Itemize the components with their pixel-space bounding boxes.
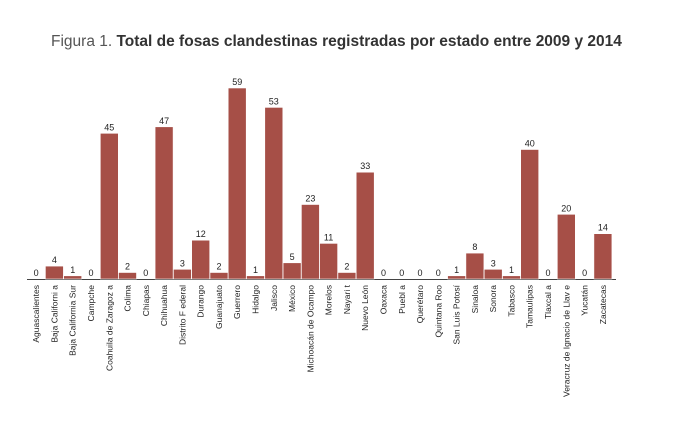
data-label: 33 xyxy=(360,161,370,171)
bar xyxy=(45,265,64,280)
category-label: San Luis Potosí xyxy=(452,284,462,344)
data-label: 0 xyxy=(545,268,550,278)
chart-title-prefix: Figura 1. xyxy=(51,33,113,50)
data-label: 14 xyxy=(598,223,608,233)
data-label: 59 xyxy=(232,77,242,87)
bar xyxy=(447,275,466,280)
category-label: Colima xyxy=(123,285,133,312)
bar xyxy=(502,275,521,280)
category-label: Baja California Sur xyxy=(68,285,78,356)
data-label: 23 xyxy=(305,194,315,204)
category-label: Sinaloa xyxy=(470,285,480,314)
category-label: México xyxy=(287,285,297,312)
category-label: Campche xyxy=(86,285,96,322)
data-label: 4 xyxy=(52,255,57,265)
bar xyxy=(520,149,540,280)
bar xyxy=(301,204,320,280)
bar xyxy=(465,252,485,280)
chart-title: Figura 1. Total de fosas clandestinas re… xyxy=(51,33,622,51)
bar xyxy=(337,272,357,280)
category-label: Quintana Roo xyxy=(433,285,443,338)
category-label: Morelos xyxy=(324,285,334,315)
category-label: Tabasco xyxy=(507,285,517,317)
category-label: Hidalgo xyxy=(251,285,261,314)
bar xyxy=(355,171,375,280)
data-label: 3 xyxy=(180,258,185,268)
bar xyxy=(319,243,338,280)
data-label: 1 xyxy=(509,265,514,275)
category-label: Chiapas xyxy=(141,285,151,316)
category-label: Aguascalientes xyxy=(31,285,41,343)
data-label: 0 xyxy=(417,268,422,278)
data-label: 47 xyxy=(159,116,169,126)
data-label: 45 xyxy=(104,122,114,132)
bar xyxy=(246,275,265,280)
bar xyxy=(209,272,229,280)
bar xyxy=(264,107,284,280)
data-label: 0 xyxy=(88,268,93,278)
category-label: Veracruz de Ignacio de Llav e xyxy=(561,285,571,397)
category-label: Zacatecas xyxy=(598,285,608,324)
bar xyxy=(191,239,210,280)
bar xyxy=(173,268,192,280)
category-label: Baja Californi a xyxy=(49,285,59,343)
category-label: Distrito F ederal xyxy=(177,285,187,345)
bar xyxy=(593,233,613,280)
chart-title-main: Total de fosas clandestinas registradas … xyxy=(116,33,622,50)
category-label: Sonora xyxy=(488,285,498,313)
bar xyxy=(483,268,503,280)
bar xyxy=(282,262,302,280)
category-label: Jalisco xyxy=(269,285,279,311)
category-label: Puebl a xyxy=(397,285,407,314)
data-label: 2 xyxy=(125,262,130,272)
category-label: Guanajuato xyxy=(214,285,224,329)
category-label: Tlaxcal a xyxy=(543,285,553,319)
category-label: Durango xyxy=(196,285,206,318)
bar xyxy=(100,133,119,280)
data-label: 0 xyxy=(143,268,148,278)
data-label: 0 xyxy=(34,268,39,278)
category-label: Nuevo León xyxy=(360,285,370,331)
category-label: Chihuahua xyxy=(159,285,169,326)
data-label: 0 xyxy=(399,268,404,278)
data-label: 0 xyxy=(436,268,441,278)
data-label: 5 xyxy=(290,252,295,262)
bar xyxy=(227,87,247,280)
bar xyxy=(118,272,137,280)
data-label: 40 xyxy=(525,139,535,149)
category-label: Querétaro xyxy=(415,285,425,324)
data-label: 2 xyxy=(216,262,221,272)
data-label: 0 xyxy=(582,268,587,278)
data-label: 1 xyxy=(253,265,258,275)
data-label: 11 xyxy=(324,232,333,242)
category-label: Guerrero xyxy=(232,285,242,319)
bar xyxy=(63,275,83,280)
data-label: 12 xyxy=(196,229,206,239)
category-label: Michoacán de Ocampo xyxy=(305,285,315,373)
category-label: Oaxaca xyxy=(379,285,389,315)
data-label: 8 xyxy=(472,242,477,252)
data-label: 3 xyxy=(491,258,496,268)
category-label: Coahuila de Zaragoz a xyxy=(104,285,114,371)
category-label: Yucatán xyxy=(580,285,590,316)
category-label: Tamaulipas xyxy=(525,285,535,328)
data-label: 53 xyxy=(269,96,279,106)
data-label: 1 xyxy=(454,265,459,275)
bar xyxy=(154,126,174,280)
bar xyxy=(556,214,576,280)
data-label: 2 xyxy=(344,262,349,272)
category-label: Nayari t xyxy=(342,284,352,314)
data-label: 20 xyxy=(561,203,571,213)
data-label: 1 xyxy=(70,265,75,275)
data-label: 0 xyxy=(381,268,386,278)
